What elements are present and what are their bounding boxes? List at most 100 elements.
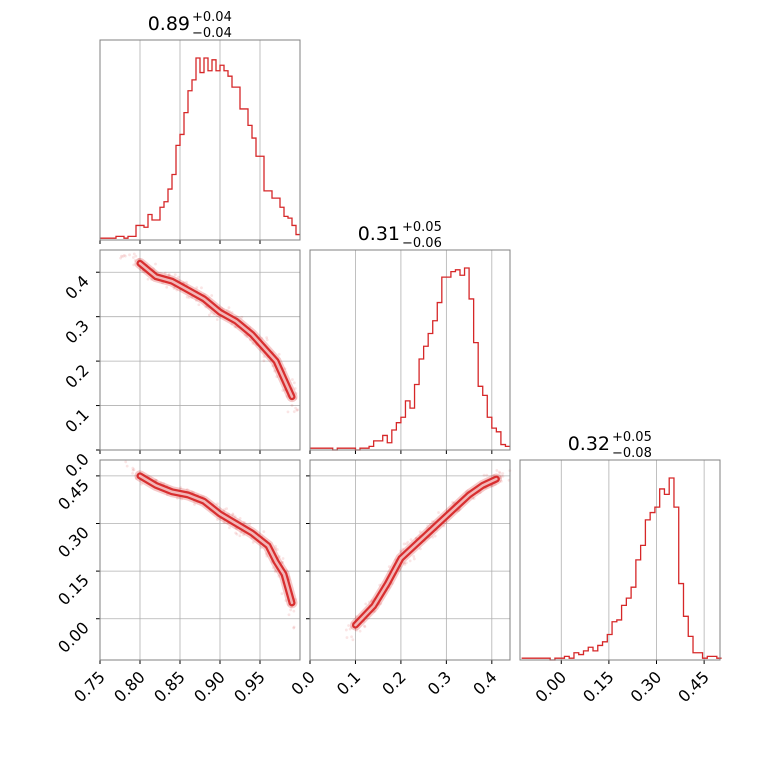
sample-point (451, 500, 455, 504)
sample-point (501, 472, 505, 475)
sample-point (354, 615, 358, 618)
histogram-bar (612, 622, 617, 660)
sample-point (132, 252, 136, 256)
sample-point (162, 482, 166, 485)
histogram-bar (660, 489, 665, 660)
sample-point (131, 471, 134, 475)
sample-point (240, 315, 244, 319)
sample-point (177, 275, 180, 279)
sample-point (293, 387, 297, 390)
histogram-bar (192, 80, 196, 240)
panel-title-plus: +0.04 (192, 10, 232, 25)
sample-point (347, 624, 351, 627)
sample-point (290, 378, 294, 381)
sample-point (428, 523, 432, 526)
sample-point (418, 530, 422, 534)
sample-point (128, 253, 131, 257)
panel-frame-p11 (309, 249, 511, 451)
sample-point (409, 538, 413, 542)
sample-point (408, 559, 412, 563)
sample-point (154, 262, 157, 266)
x-tick-label: 0.4 (469, 667, 500, 698)
x-tick-label: 0.95 (230, 667, 269, 706)
histogram-bar (424, 346, 429, 450)
histogram-bar (256, 156, 260, 240)
sample-point (431, 520, 434, 523)
sample-point (230, 322, 234, 326)
contour-band (136, 472, 296, 607)
sample-point (233, 515, 237, 518)
y-tick-label: 0.3 (61, 316, 92, 347)
sample-point (287, 613, 291, 617)
sample-point (239, 531, 243, 534)
panel-frame-p0 (99, 39, 301, 241)
sample-point (273, 369, 277, 373)
sample-point (248, 338, 252, 342)
sample-point (123, 254, 127, 258)
sample-point (242, 533, 245, 537)
histogram-bar (641, 545, 646, 660)
sample-point (264, 552, 268, 556)
sample-point (146, 277, 150, 281)
histogram-bar (216, 71, 220, 240)
histogram-bar (437, 303, 442, 450)
histogram-bar (483, 395, 488, 450)
sample-point (271, 364, 275, 368)
histogram-bar (392, 430, 397, 450)
sample-point (403, 563, 407, 566)
sample-point (228, 526, 231, 530)
sample-point (172, 287, 176, 290)
histogram-bar (598, 645, 603, 660)
sample-point (175, 288, 179, 292)
histogram-bar (152, 220, 156, 240)
sample-point (472, 497, 476, 500)
sample-point (379, 602, 383, 606)
sample-point (243, 333, 247, 337)
sample-point (231, 513, 235, 517)
x-tick-label: 0.30 (627, 667, 666, 706)
sample-point (491, 484, 495, 488)
sample-point (345, 636, 349, 639)
sample-point (163, 271, 167, 275)
sample-point (495, 469, 499, 472)
x-tick-label: 0.00 (531, 667, 570, 706)
sample-point (140, 482, 143, 486)
histogram-bar (579, 655, 584, 660)
histogram-bar (603, 642, 608, 660)
sample-point (501, 474, 505, 478)
histogram-bar (645, 520, 650, 660)
histogram-bar (622, 605, 627, 660)
histogram-bar (688, 636, 693, 660)
histogram-bar (180, 134, 184, 240)
histogram-bar (401, 417, 406, 450)
histogram-bar (451, 272, 456, 450)
density-p20 (124, 460, 298, 630)
sample-point (122, 253, 126, 257)
histogram-bar (683, 616, 688, 660)
sample-point (150, 278, 153, 281)
histogram-bar (474, 343, 479, 450)
sample-point (195, 286, 199, 290)
histogram-bar (455, 270, 460, 450)
sample-point (131, 256, 135, 259)
sample-point (286, 410, 290, 414)
sample-point (222, 521, 226, 524)
y-tick-label: 0.4 (61, 272, 92, 303)
sample-point (265, 338, 269, 342)
x-tick-label: 0.1 (333, 667, 364, 698)
sample-point (245, 335, 249, 339)
sample-point (194, 298, 198, 302)
panel-frame-p20 (99, 459, 301, 661)
histogram-bar (617, 620, 622, 660)
sample-point (262, 355, 266, 359)
histogram-bar (574, 653, 579, 660)
sample-point (225, 507, 228, 511)
histogram-bar (236, 87, 240, 240)
histogram-bar (650, 513, 655, 660)
sample-point (292, 625, 296, 629)
histogram-bar (208, 71, 212, 240)
y-tick-label: 0.45 (54, 475, 93, 514)
sample-point (412, 555, 416, 558)
sample-point (364, 602, 368, 606)
x-tick-label: 0.80 (110, 667, 149, 706)
